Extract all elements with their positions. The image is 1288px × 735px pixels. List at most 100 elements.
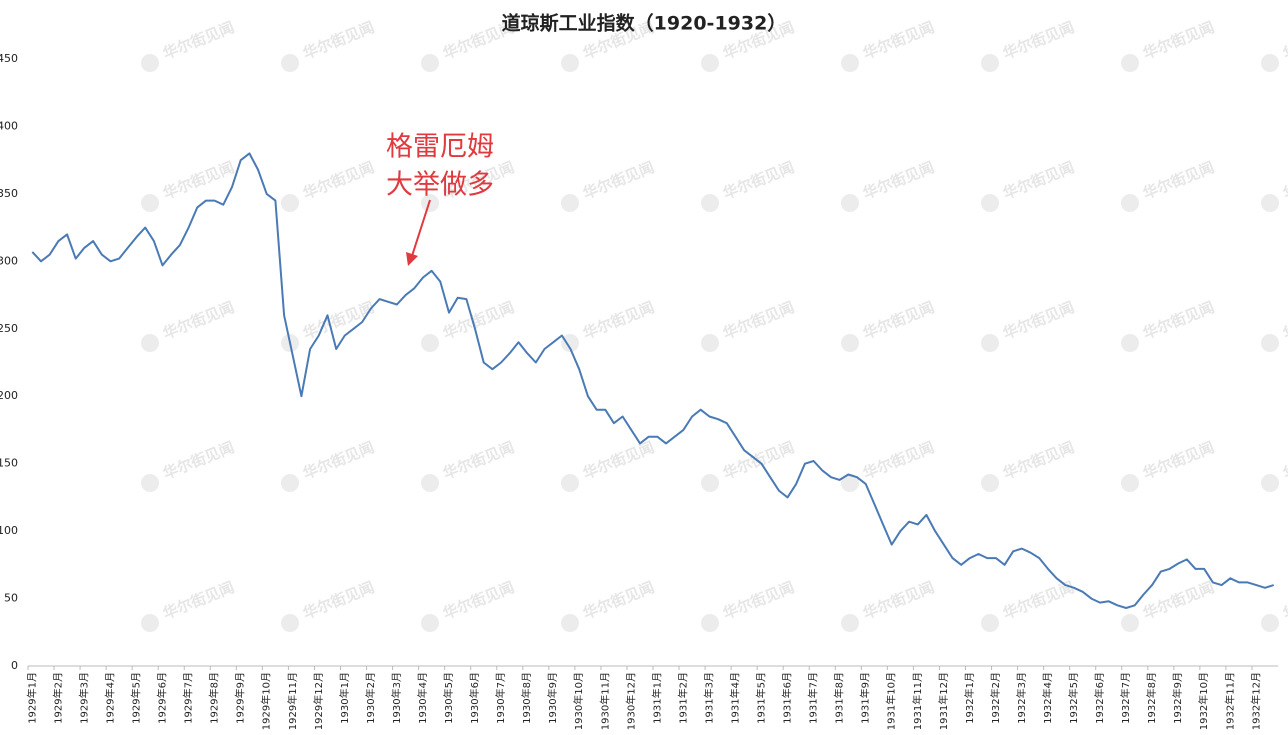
watermark-text: 华尔街见闻 — [720, 158, 796, 203]
y-tick-label: 150 — [0, 457, 18, 470]
watermark-text: 华尔街见闻 — [1140, 438, 1216, 483]
watermarks: 华尔街见闻 华尔街见闻 华尔街见闻 华尔街见闻 华尔街见闻 华尔街见闻 华尔街见闻 华尔街见闻… — [141, 18, 1288, 632]
watermark-text: 华尔街见闻 — [860, 158, 936, 203]
x-tick-label: 1931年6月 — [781, 672, 794, 724]
x-tick-label: 1931年5月 — [755, 672, 768, 724]
x-tick-label: 1929年5月 — [130, 672, 143, 724]
watermark-icon — [981, 614, 999, 632]
x-tick-label: 1929年11月 — [286, 672, 299, 730]
watermark-icon — [281, 194, 299, 212]
watermark-icon — [141, 614, 159, 632]
y-tick-label: 0 — [11, 659, 18, 672]
watermark-text: 华尔街见闻 — [1280, 298, 1288, 343]
x-tick-label: 1929年10月 — [260, 672, 273, 730]
x-tick-label: 1929年6月 — [156, 672, 169, 724]
watermark-icon — [421, 54, 439, 72]
watermark-icon — [561, 474, 579, 492]
x-tick-label: 1932年9月 — [1171, 672, 1184, 724]
watermark-text: 华尔街见闻 — [1280, 158, 1288, 203]
data-line — [31, 152, 1274, 609]
watermark-text: 华尔街见闻 — [1140, 158, 1216, 203]
watermark-text: 华尔街见闻 — [860, 18, 936, 63]
watermark-icon — [841, 194, 859, 212]
watermark-icon — [561, 54, 579, 72]
watermark-text: 华尔街见闻 — [160, 578, 236, 623]
watermark-icon — [981, 194, 999, 212]
x-tick-label: 1931年3月 — [702, 672, 715, 724]
x-tick-label: 1932年5月 — [1067, 672, 1080, 724]
watermark-text: 华尔街见闻 — [300, 18, 376, 63]
watermark-text: 华尔街见闻 — [160, 18, 236, 63]
watermark-icon — [421, 474, 439, 492]
watermark-text: 华尔街见闻 — [580, 158, 656, 203]
watermark-text: 华尔街见闻 — [160, 158, 236, 203]
y-tick-label: 100 — [0, 524, 18, 537]
watermark-icon — [701, 194, 719, 212]
watermark-icon — [1261, 194, 1279, 212]
watermark-icon — [981, 474, 999, 492]
watermark-text: 华尔街见闻 — [300, 298, 376, 343]
x-tick-label: 1930年12月 — [624, 672, 637, 730]
x-tick-label: 1929年1月 — [25, 672, 38, 724]
x-tick-label: 1930年11月 — [598, 672, 611, 730]
watermark-icon — [1261, 614, 1279, 632]
watermark-text: 华尔街见闻 — [440, 438, 516, 483]
x-tick-label: 1932年8月 — [1145, 672, 1158, 724]
x-tick-label: 1932年11月 — [1223, 672, 1236, 730]
watermark-text: 华尔街见闻 — [1000, 298, 1076, 343]
annotation: 大举做多 — [386, 170, 494, 201]
x-tick-label: 1930年10月 — [572, 672, 585, 730]
x-tick-label: 1930年2月 — [364, 672, 377, 724]
watermark-icon — [981, 54, 999, 72]
x-tick-label: 1932年4月 — [1041, 672, 1054, 724]
x-tick-label: 1929年12月 — [312, 672, 325, 730]
watermark-icon — [701, 614, 719, 632]
chart-title: 道琼斯工业指数（1920-1932） — [502, 12, 787, 35]
x-tick-label: 1932年7月 — [1119, 672, 1132, 724]
watermark-icon — [1121, 614, 1139, 632]
watermark-icon — [561, 334, 579, 352]
watermark-icon — [141, 474, 159, 492]
watermark-text: 华尔街见闻 — [580, 578, 656, 623]
y-tick-label: 300 — [0, 254, 18, 267]
watermark-icon — [1121, 474, 1139, 492]
watermark-icon — [981, 334, 999, 352]
watermark-icon — [1261, 334, 1279, 352]
annotation-arrowhead — [406, 252, 418, 266]
watermark-text: 华尔街见闻 — [860, 578, 936, 623]
watermark-text: 华尔街见闻 — [300, 438, 376, 483]
watermark-icon — [701, 334, 719, 352]
x-tick-label: 1931年11月 — [911, 672, 924, 730]
watermark-text: 华尔街见闻 — [1000, 158, 1076, 203]
watermark-text: 华尔街见闻 — [1140, 18, 1216, 63]
watermark-text: 华尔街见闻 — [300, 578, 376, 623]
watermark-icon — [841, 614, 859, 632]
annotation-arrow — [411, 199, 431, 257]
x-tick-label: 1930年6月 — [468, 672, 481, 724]
watermark-text: 华尔街见闻 — [160, 438, 236, 483]
annotation: 格雷厄姆 — [386, 132, 494, 163]
watermark-text: 华尔街见闻 — [1140, 298, 1216, 343]
y-tick-label: 50 — [4, 592, 18, 605]
watermark-icon — [281, 474, 299, 492]
x-tick-label: 1931年2月 — [676, 672, 689, 724]
watermark-text: 华尔街见闻 — [440, 578, 516, 623]
x-tick-label: 1932年6月 — [1093, 672, 1106, 724]
x-tick-label: 1930年5月 — [442, 672, 455, 724]
watermark-text: 华尔街见闻 — [1280, 578, 1288, 623]
watermark-icon — [141, 194, 159, 212]
x-tick-label: 1929年7月 — [182, 672, 195, 724]
y-tick-label: 400 — [0, 119, 18, 132]
y-tick-label: 250 — [0, 322, 18, 335]
watermark-icon — [421, 614, 439, 632]
y-tick-label: 350 — [0, 187, 18, 200]
x-tick-label: 1931年10月 — [885, 672, 898, 730]
watermark-text: 华尔街见闻 — [720, 298, 796, 343]
x-tick-label: 1932年1月 — [963, 672, 976, 724]
x-tick-label: 1931年7月 — [807, 672, 820, 724]
x-tick-label: 1932年12月 — [1249, 672, 1262, 730]
x-tick-label: 1932年2月 — [989, 672, 1002, 724]
watermark-icon — [1261, 474, 1279, 492]
watermark-icon — [561, 194, 579, 212]
